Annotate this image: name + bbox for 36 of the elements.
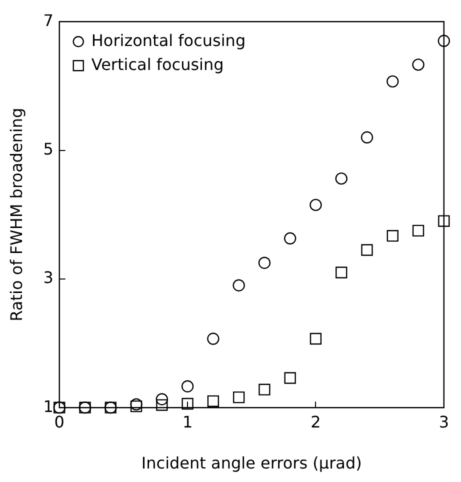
point — [335, 172, 348, 185]
point — [284, 372, 296, 384]
point — [438, 215, 450, 227]
point — [207, 395, 220, 407]
x-tick-label: 0 — [54, 412, 64, 432]
point — [310, 332, 322, 345]
x-tick-label: 1 — [182, 412, 193, 432]
point — [284, 232, 296, 245]
y-axis-title: Ratio of FWHM broadening — [6, 108, 26, 322]
point — [361, 244, 373, 256]
x-tick-label: 3 — [438, 412, 450, 432]
point — [207, 332, 220, 345]
legend-label: Horizontal focusing — [91, 30, 246, 50]
point — [182, 398, 194, 410]
point — [181, 380, 194, 392]
point — [412, 58, 424, 71]
point — [386, 230, 398, 242]
point — [336, 266, 348, 278]
y-tick-label: 1 — [43, 396, 54, 416]
y-tick-label: 5 — [43, 139, 54, 158]
point — [310, 198, 322, 212]
point — [438, 34, 450, 47]
legend-label: Vertical focusing — [91, 54, 224, 74]
point — [412, 224, 424, 237]
point — [258, 256, 271, 269]
y-tick-label: 3 — [43, 268, 54, 288]
point — [156, 393, 168, 406]
x-axis-title: Incident angle errors (μrad) — [141, 454, 362, 473]
point — [232, 391, 245, 404]
point — [360, 131, 374, 144]
point — [232, 279, 245, 292]
point — [258, 384, 270, 396]
x-tick-label: 2 — [310, 412, 321, 432]
point — [386, 75, 399, 88]
y-tick-label: 7 — [43, 10, 54, 30]
point — [156, 399, 168, 411]
